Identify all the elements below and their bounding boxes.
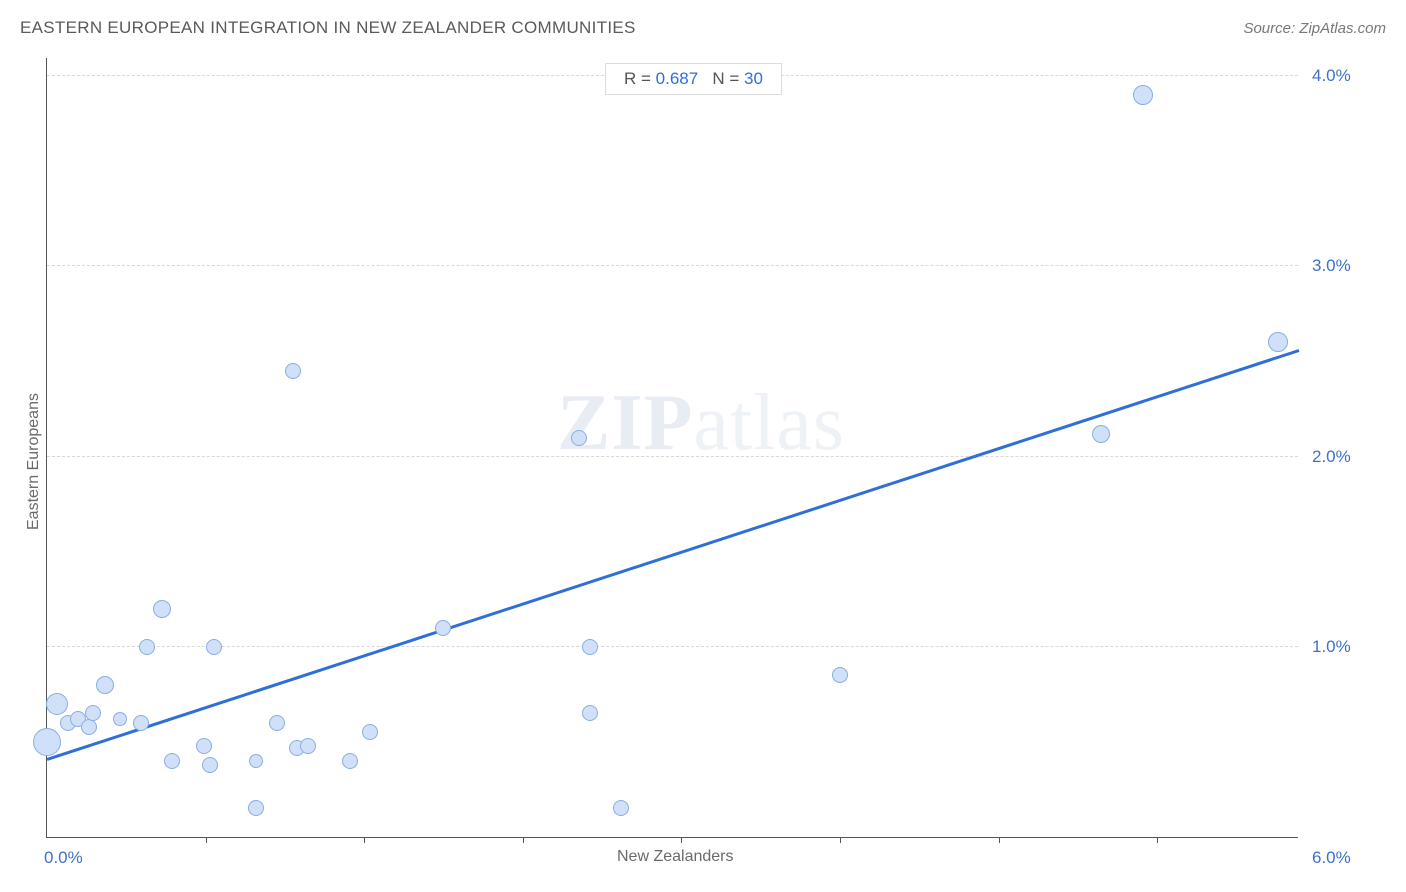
x-tick — [523, 837, 524, 843]
data-point — [1268, 332, 1288, 352]
y-tick-label: 3.0% — [1312, 256, 1351, 276]
x-tick — [206, 837, 207, 843]
data-point — [362, 724, 378, 740]
r-label: R = — [624, 69, 656, 88]
data-point — [202, 757, 218, 773]
data-point — [113, 712, 127, 726]
data-point — [285, 363, 301, 379]
data-point — [196, 738, 212, 754]
data-point — [300, 738, 316, 754]
data-point — [96, 676, 114, 694]
y-axis-title: Eastern Europeans — [25, 393, 43, 530]
n-label: N = — [712, 69, 744, 88]
data-point — [139, 639, 155, 655]
data-point — [571, 430, 587, 446]
chart-title: EASTERN EUROPEAN INTEGRATION IN NEW ZEAL… — [20, 18, 636, 38]
data-point — [248, 800, 264, 816]
source-attribution: Source: ZipAtlas.com — [1243, 20, 1386, 37]
data-point — [435, 620, 451, 636]
y-tick-label: 4.0% — [1312, 66, 1351, 86]
data-point — [85, 705, 101, 721]
stats-legend: R = 0.687 N = 30 — [605, 63, 782, 95]
x-tick — [999, 837, 1000, 843]
data-point — [613, 800, 629, 816]
x-tick — [1157, 837, 1158, 843]
y-tick-label: 2.0% — [1312, 447, 1351, 467]
x-axis-title: New Zealanders — [617, 848, 734, 866]
x-tick — [840, 837, 841, 843]
chart-plot-area: ZIPatlas R = 0.687 N = 30 — [46, 58, 1298, 838]
data-point — [164, 753, 180, 769]
grid-line — [47, 265, 1298, 266]
data-point — [582, 639, 598, 655]
grid-line — [47, 646, 1298, 647]
grid-line — [47, 456, 1298, 457]
data-point — [33, 728, 61, 756]
data-point — [582, 705, 598, 721]
data-point — [1092, 425, 1110, 443]
data-point — [269, 715, 285, 731]
x-tick — [364, 837, 365, 843]
x-tick — [681, 837, 682, 843]
x-max-label: 6.0% — [1312, 848, 1351, 868]
data-point — [206, 639, 222, 655]
data-point — [46, 693, 68, 715]
n-value: 30 — [744, 69, 763, 88]
r-value: 0.687 — [656, 69, 699, 88]
x-origin-label: 0.0% — [44, 848, 83, 868]
data-point — [153, 600, 171, 618]
data-point — [342, 753, 358, 769]
y-tick-label: 1.0% — [1312, 637, 1351, 657]
data-point — [1133, 85, 1153, 105]
data-point — [249, 754, 263, 768]
regression-line — [47, 349, 1300, 760]
data-point — [133, 715, 149, 731]
data-point — [832, 667, 848, 683]
